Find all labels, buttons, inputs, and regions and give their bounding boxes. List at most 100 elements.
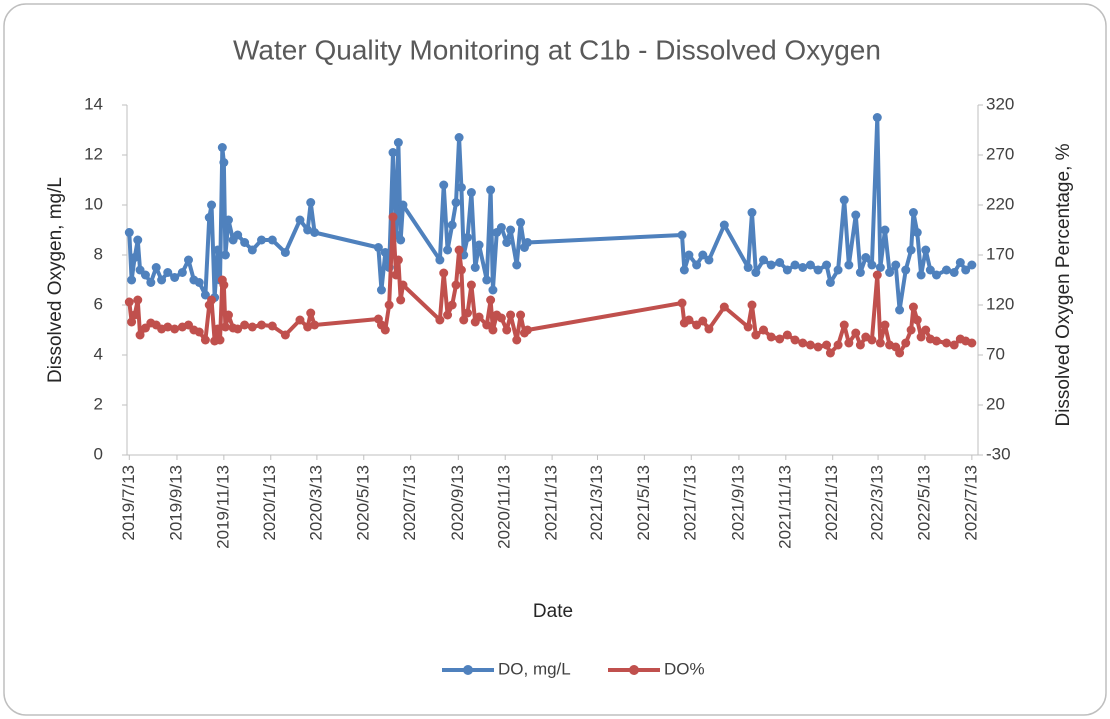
data-point [233,230,243,240]
data-point [280,330,290,340]
data-point [257,235,267,245]
data-point [704,255,714,265]
data-point [512,335,522,345]
series-line [127,115,974,312]
y2-tick-label: 270 [986,144,1014,163]
data-point [391,270,401,280]
x-tick-label: 2020/3/13 [306,465,325,541]
data-point [751,330,761,340]
data-point [220,250,230,260]
data-point [439,180,449,190]
data-point [677,230,687,240]
data-point [875,263,885,272]
data-point [373,243,383,252]
data-point [183,255,193,265]
data-point [872,113,882,122]
data-point [895,305,905,315]
data-point [194,327,204,337]
data-point [851,328,861,338]
legend-marker [629,665,639,675]
data-point [398,200,408,210]
data-point [747,208,757,217]
data-point [204,213,214,222]
data-point [851,210,861,220]
data-point [223,310,233,320]
data-point [502,238,512,247]
y-tick-label: 6 [94,294,103,313]
y2-tick-label: 170 [986,244,1014,263]
x-tick-label: 2020/5/13 [353,465,372,541]
data-point [443,245,453,255]
data-point [213,245,223,255]
data-point [459,315,469,325]
data-point [502,325,512,335]
data-point [247,322,257,332]
x-tick-label: 2019/11/13 [213,465,232,549]
data-point [194,278,204,287]
data-point [961,265,971,275]
y-tick-label: 10 [84,194,103,213]
data-point [704,324,714,334]
data-point [127,275,137,285]
data-point [496,313,506,323]
data-point [488,285,498,295]
y-tick-label: 14 [84,94,103,113]
data-point [782,330,792,340]
data-point [466,280,476,290]
data-point [805,260,815,270]
data-point [825,348,835,358]
y-axis-title: Dissolved Oxygen, mg/L [45,177,66,383]
data-point [170,324,180,334]
data-point [303,322,313,332]
data-point [439,268,449,278]
data-point [398,280,408,290]
y-tick-label: 8 [94,244,103,263]
data-point [743,322,753,332]
x-tick-label: 2021/11/13 [775,465,794,549]
data-point [506,310,516,320]
data-point [393,255,403,265]
x-tick-label: 2022/7/13 [961,465,980,541]
data-point [306,198,316,207]
data-point [813,265,823,275]
data-point [867,260,877,270]
data-point [456,183,466,192]
data-point [747,300,757,310]
data-point [463,233,473,242]
data-point [775,334,785,344]
data-point [813,342,823,352]
data-point [523,325,533,335]
x-tick-label: 2020/9/13 [448,465,467,541]
x-tick-label: 2020/7/13 [400,465,419,541]
data-point [684,250,694,260]
data-point [766,260,776,270]
data-point [516,218,526,227]
data-point [833,340,843,350]
data-point [766,332,776,342]
data-point [435,315,445,325]
y2-tick-label: 120 [986,294,1014,313]
data-point [127,317,137,327]
data-point [825,278,835,287]
data-point [267,321,277,331]
data-point [451,198,461,207]
data-point [310,320,320,330]
data-point [200,290,210,300]
data-point [891,260,901,270]
data-point [219,158,229,167]
data-point [822,340,832,350]
data-point [215,335,225,345]
y2-tick-label: -30 [986,444,1011,463]
data-point [677,298,687,308]
data-point [822,260,832,270]
data-point [967,338,977,348]
data-point [133,235,143,245]
data-point [488,325,498,335]
data-point [310,228,320,237]
data-point [217,143,227,152]
data-point [380,325,390,335]
data-point [496,223,506,232]
x-tick-label: 2021/1/13 [542,465,561,541]
